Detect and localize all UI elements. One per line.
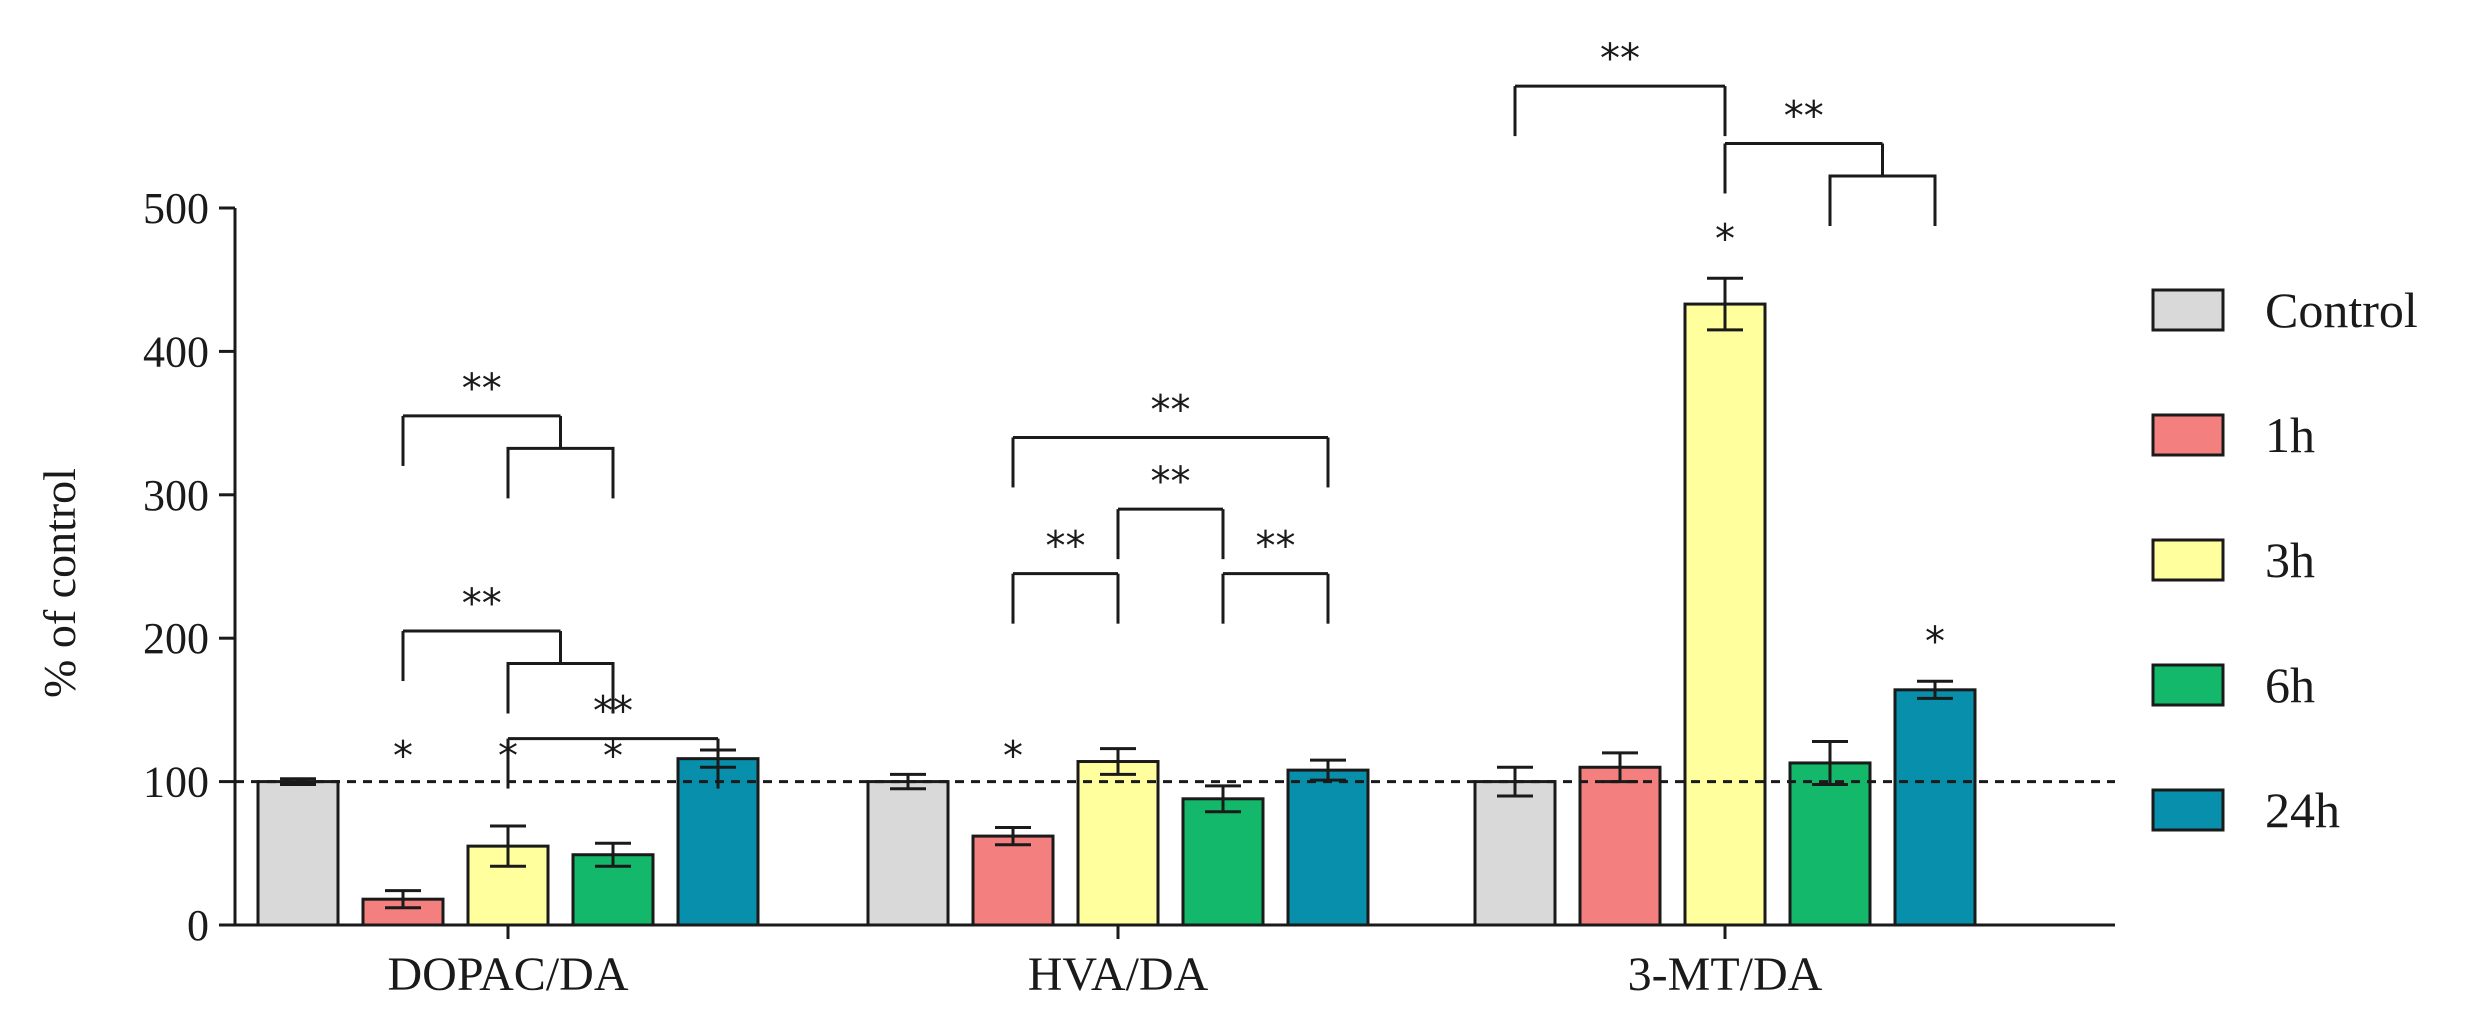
bracket-label-7: ** bbox=[1256, 524, 1296, 570]
legend-label: 3h bbox=[2265, 532, 2315, 588]
bracket-label-9: ** bbox=[1784, 93, 1824, 139]
y-tick-label-400: 400 bbox=[143, 327, 209, 376]
legend-swatch bbox=[2151, 413, 2225, 457]
legend-swatch bbox=[2151, 663, 2225, 707]
bracket-sub-right bbox=[1828, 174, 1937, 226]
bracket-sub-right bbox=[506, 446, 615, 499]
comparison-bracket-1: ** bbox=[401, 366, 615, 499]
legend-label: 6h bbox=[2265, 657, 2315, 713]
bar-1h-1 bbox=[361, 897, 445, 927]
significance-star-1: * bbox=[393, 734, 413, 780]
y-axis-label: % of control bbox=[34, 468, 85, 698]
brackets-group: ****************** bbox=[401, 36, 1937, 789]
error-bars-group bbox=[280, 276, 1953, 910]
legend-swatch bbox=[2151, 538, 2225, 582]
error-bar-24h-2 bbox=[1310, 758, 1346, 782]
bar-24h-3 bbox=[1893, 688, 1977, 927]
y-tick-label-200: 200 bbox=[143, 614, 209, 663]
bracket-label-4: ** bbox=[1151, 387, 1191, 433]
category-label-1: DOPAC/DA bbox=[388, 948, 629, 1001]
legend-item-3h: 3h bbox=[2151, 532, 2315, 588]
bracket-label-5: ** bbox=[1046, 524, 1086, 570]
bar-6h-3 bbox=[1788, 761, 1872, 927]
legend-item-1h: 1h bbox=[2151, 407, 2315, 463]
error-bar-1h-1 bbox=[385, 889, 421, 910]
error-bar-3h-1 bbox=[490, 824, 526, 868]
bar-control-1 bbox=[256, 780, 340, 927]
significance-star-3: * bbox=[603, 734, 623, 780]
error-bar-6h-3 bbox=[1812, 739, 1848, 786]
comparison-bracket-6: ** bbox=[1116, 459, 1225, 560]
significance-star-5: * bbox=[1715, 216, 1735, 262]
bar-1h-2 bbox=[971, 834, 1055, 927]
error-bar-24h-3 bbox=[1917, 679, 1953, 700]
axes-group: 0 100 200 300 400 500 DOPAC/DA HVA/DA 3-MT/DA bbox=[143, 184, 2115, 1001]
category-label-3: 3-MT/DA bbox=[1628, 948, 1823, 1001]
comparison-bracket-7: ** bbox=[1221, 524, 1330, 624]
legend-item-24h: 24h bbox=[2151, 782, 2340, 838]
significance-star-4: * bbox=[1003, 734, 1023, 780]
bar-control-3 bbox=[1473, 780, 1557, 927]
bar-3h-2 bbox=[1076, 760, 1160, 927]
category-label-2: HVA/DA bbox=[1028, 948, 1209, 1001]
error-bar-3h-3 bbox=[1707, 276, 1743, 332]
y-tick-label-100: 100 bbox=[143, 758, 209, 807]
bar-3h-3 bbox=[1683, 302, 1767, 927]
y-tick-label-500: 500 bbox=[143, 184, 209, 233]
bar-control-2 bbox=[866, 780, 950, 927]
comparison-bracket-9: ** bbox=[1723, 93, 1937, 226]
error-bar-1h-2 bbox=[995, 825, 1031, 847]
bar-6h-2 bbox=[1181, 797, 1265, 927]
comparison-bracket-5: ** bbox=[1011, 524, 1120, 624]
error-bar-control-3 bbox=[1497, 765, 1533, 798]
error-bar-control-1 bbox=[280, 777, 316, 786]
legend: Control 1h 3h 6h 24h bbox=[2151, 282, 2418, 838]
comparison-bracket-3: ** bbox=[506, 689, 720, 789]
bar-24h-2 bbox=[1286, 768, 1370, 927]
error-bar-control-2 bbox=[890, 772, 926, 791]
error-bar-6h-2 bbox=[1205, 784, 1241, 814]
legend-swatch bbox=[2151, 788, 2225, 832]
legend-label: 1h bbox=[2265, 407, 2315, 463]
comparison-bracket-8: ** bbox=[1513, 36, 1727, 137]
bar-1h-3 bbox=[1578, 765, 1662, 927]
significance-star-6: * bbox=[1925, 619, 1945, 665]
y-tick-label-0: 0 bbox=[187, 901, 209, 950]
error-bar-3h-2 bbox=[1100, 747, 1136, 776]
error-bar-1h-3 bbox=[1602, 751, 1638, 784]
comparison-bracket-2: ** bbox=[401, 581, 615, 714]
bracket-label-1: ** bbox=[462, 366, 502, 412]
bracket-label-6: ** bbox=[1151, 459, 1191, 505]
bracket-sub-right bbox=[506, 662, 615, 714]
bracket-label-3: ** bbox=[593, 689, 633, 735]
bracket-label-8: ** bbox=[1600, 36, 1640, 82]
legend-swatch bbox=[2151, 288, 2225, 332]
bracket-label-2: ** bbox=[462, 581, 502, 627]
error-bar-6h-1 bbox=[595, 841, 631, 868]
legend-label: Control bbox=[2265, 282, 2418, 338]
legend-label: 24h bbox=[2265, 782, 2340, 838]
legend-item-control: Control bbox=[2151, 282, 2418, 338]
legend-item-6h: 6h bbox=[2151, 657, 2315, 713]
comparison-bracket-4: ** bbox=[1011, 387, 1330, 488]
y-tick-label-300: 300 bbox=[143, 471, 209, 520]
